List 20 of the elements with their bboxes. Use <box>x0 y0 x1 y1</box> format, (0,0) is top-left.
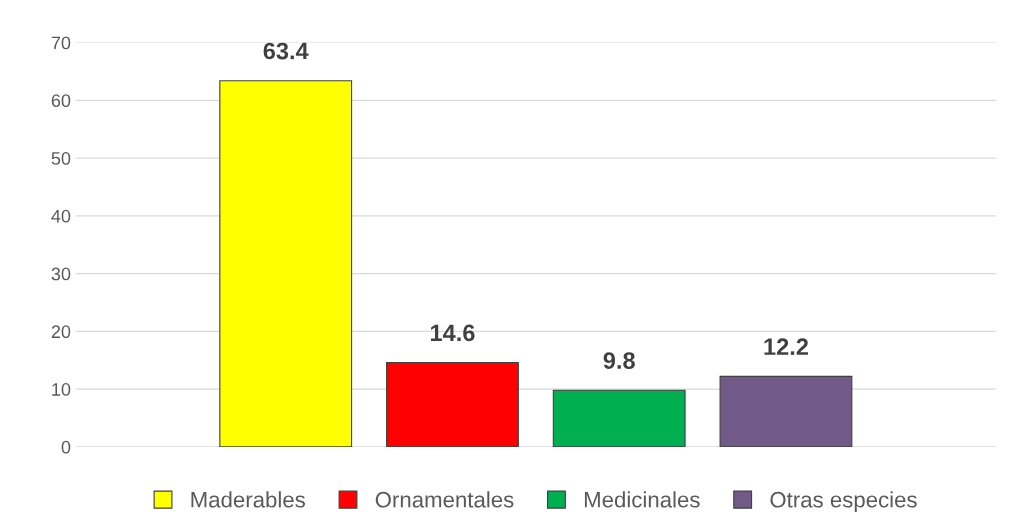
bar <box>719 375 853 447</box>
y-tick-label: 60 <box>51 94 71 108</box>
legend-label: Ornamentales <box>375 491 514 508</box>
y-tick-label: 70 <box>51 36 71 50</box>
y-tick-label: 0 <box>61 440 71 454</box>
data-label: 63.4 <box>263 42 309 60</box>
bar <box>552 389 686 447</box>
y-tick-label: 50 <box>51 152 71 165</box>
data-label: 9.8 <box>603 352 635 369</box>
bar <box>386 361 519 447</box>
legend-label: Medicinales <box>584 491 700 508</box>
legend-label: Maderables <box>191 491 305 508</box>
y-tick-label: 10 <box>52 383 71 396</box>
data-label: 14.6 <box>430 324 475 342</box>
y-tick-label: 40 <box>51 209 71 223</box>
y-tick-label: 20 <box>51 325 71 339</box>
y-tick-label: 30 <box>51 267 71 281</box>
legend-label: Otras especies <box>770 491 917 512</box>
data-label: 12.2 <box>764 338 808 355</box>
bar <box>219 80 353 447</box>
